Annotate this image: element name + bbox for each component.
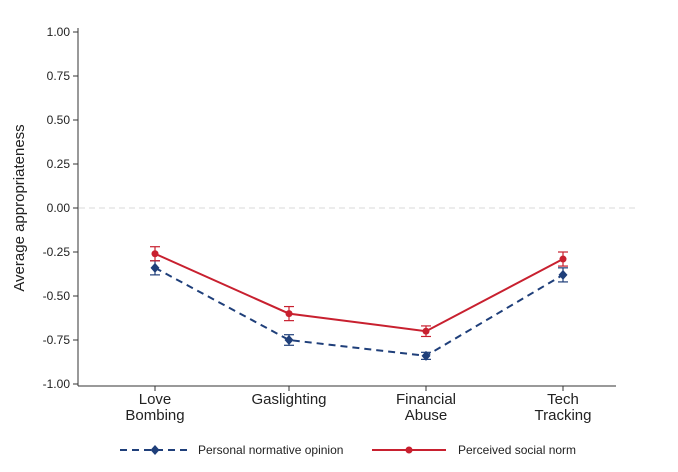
x-tick-label: Love Bombing	[125, 391, 184, 424]
x-tick-label-line: Abuse	[405, 407, 448, 424]
y-tick-label: 0.00	[47, 201, 71, 215]
x-tick-label-line: Bombing	[125, 407, 184, 424]
x-tick-label: Tech Tracking	[535, 391, 592, 424]
legend-item: Personal normative opinion	[120, 443, 343, 457]
x-tick-label-line: Financial	[396, 391, 456, 408]
x-tick-label: Gaslighting	[251, 391, 326, 408]
series-layer	[150, 246, 568, 361]
legend: Personal normative opinion Perceived soci…	[120, 443, 576, 457]
data-point	[285, 310, 293, 318]
series-line	[154, 266, 564, 357]
y-tick-label: -0.25	[43, 245, 71, 259]
x-tick-label-line: Tracking	[535, 407, 592, 424]
legend-marker	[150, 445, 160, 455]
y-tick-label: 1.00	[47, 25, 71, 39]
y-tick-label: -1.00	[43, 377, 71, 391]
legend-item: Perceived social norm	[372, 443, 576, 457]
y-tick-label: -0.75	[43, 333, 71, 347]
x-tick-label-line: Tech	[547, 391, 579, 408]
x-tick-label-line: Gaslighting	[251, 391, 326, 408]
x-tick-label: Financial Abuse	[396, 391, 456, 424]
y-tick-label: 0.75	[47, 69, 71, 83]
y-axis: 1.00 0.75 0.50 0.25 0.00 -0.25 -0.50 -0.75 -1.00	[43, 25, 79, 391]
series-personal-normative-opinion	[150, 260, 568, 361]
y-tick-label: 0.25	[47, 157, 71, 171]
series-perceived-social-norm	[150, 246, 568, 338]
data-point	[422, 327, 430, 335]
data-point	[421, 350, 431, 361]
data-point	[284, 335, 294, 345]
x-tick-label-line: Love	[139, 391, 172, 408]
legend-label: Personal normative opinion	[198, 443, 343, 457]
x-axis: Love Bombing Gaslighting Financial Abuse Tech…	[78, 385, 616, 424]
legend-label: Perceived social norm	[458, 443, 576, 457]
series-line	[154, 252, 564, 333]
y-axis-title: Average appropriateness	[11, 124, 28, 291]
data-point	[150, 262, 160, 273]
y-tick-label: 0.50	[47, 113, 71, 127]
data-point	[558, 269, 568, 280]
data-point	[559, 255, 567, 263]
data-point	[151, 250, 159, 258]
legend-marker	[405, 446, 413, 454]
y-tick-label: -0.50	[43, 289, 71, 303]
